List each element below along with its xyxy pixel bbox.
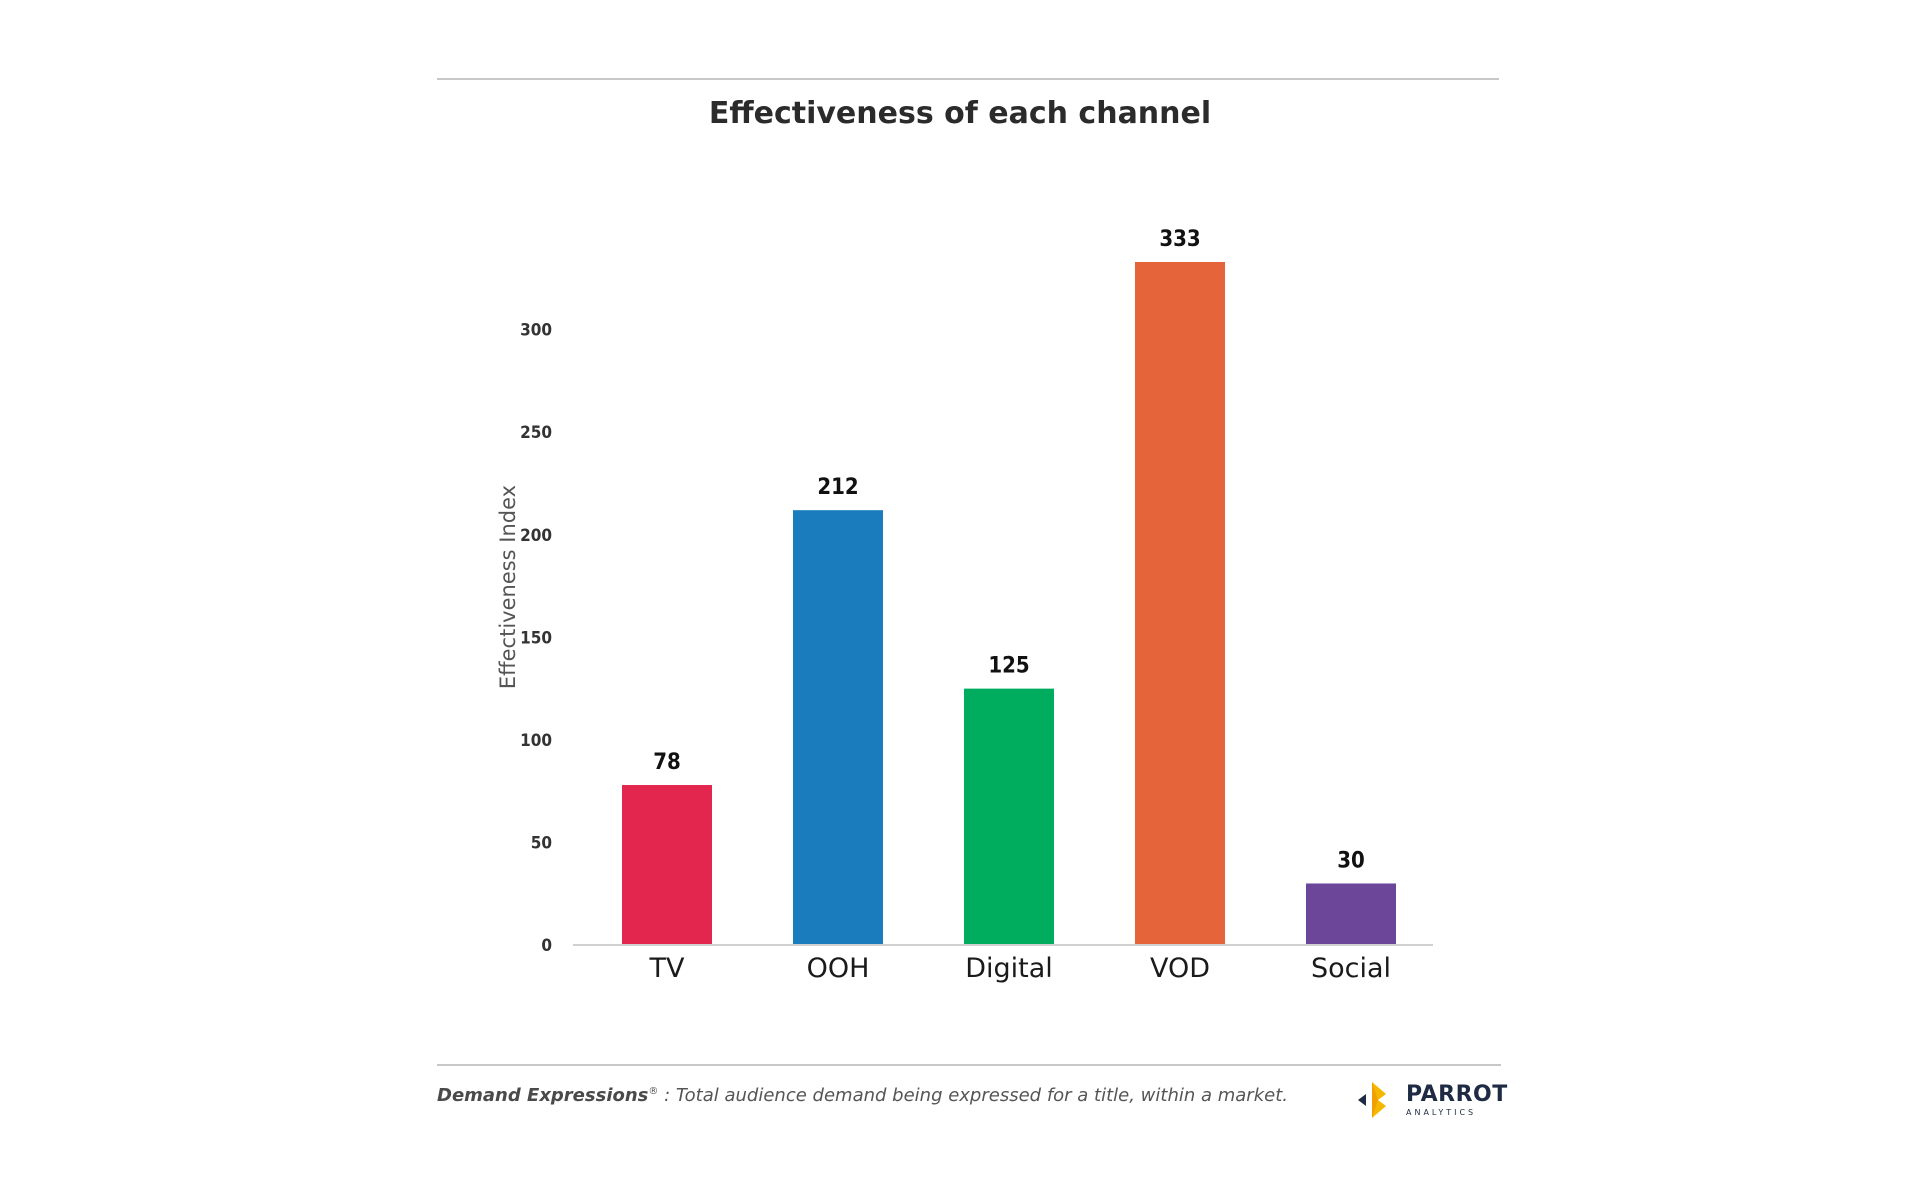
y-tick-label: 250 [520, 423, 552, 443]
value-label: 333 [1159, 227, 1200, 252]
y-tick-label: 150 [520, 628, 552, 648]
bottom-divider [437, 1064, 1501, 1066]
category-labels: TV OOH Digital VOD Social [649, 953, 1392, 984]
parrot-analytics-logo: PARROT ANALYTICS [1356, 1078, 1508, 1122]
logo-subtitle: ANALYTICS [1406, 1108, 1477, 1117]
category-label: TV [649, 953, 685, 984]
category-label: Social [1311, 953, 1391, 984]
y-tick-label: 300 [520, 321, 552, 341]
top-divider [437, 78, 1499, 80]
y-tick-label: 50 [531, 833, 552, 853]
bar-social [1306, 883, 1396, 945]
footnote-text: : Total audience demand being expressed … [658, 1085, 1288, 1106]
y-tick-label: 0 [541, 936, 552, 956]
category-label: OOH [807, 953, 870, 984]
value-label: 78 [653, 750, 681, 775]
bar-tv [622, 785, 712, 945]
bars [622, 262, 1396, 945]
bar-vod [1135, 262, 1225, 945]
y-axis-label-group: Effectiveness Index [496, 485, 520, 689]
footnote-term: Demand Expressions [437, 1085, 649, 1106]
value-label: 125 [988, 654, 1029, 679]
y-tick-label: 200 [520, 526, 552, 546]
footnote: Demand Expressions® : Total audience dem… [437, 1085, 1288, 1106]
value-label: 30 [1337, 848, 1365, 873]
y-tick-label: 100 [520, 731, 552, 751]
y-axis-label: Effectiveness Index [496, 485, 520, 689]
value-label: 212 [817, 475, 858, 500]
bar-digital [964, 688, 1054, 945]
chart-title: Effectiveness of each channel [708, 96, 1212, 131]
category-label: Digital [965, 953, 1053, 984]
y-tick-labels: 0 50 100 150 200 250 300 [520, 321, 552, 956]
logo-wordmark: PARROT [1406, 1082, 1508, 1107]
parrot-logo-icon [1358, 1082, 1386, 1118]
value-labels: 78 212 125 333 30 [653, 227, 1365, 873]
bar-ooh [793, 510, 883, 945]
category-label: VOD [1150, 953, 1210, 984]
footnote-registered-mark: ® [648, 1086, 659, 1097]
